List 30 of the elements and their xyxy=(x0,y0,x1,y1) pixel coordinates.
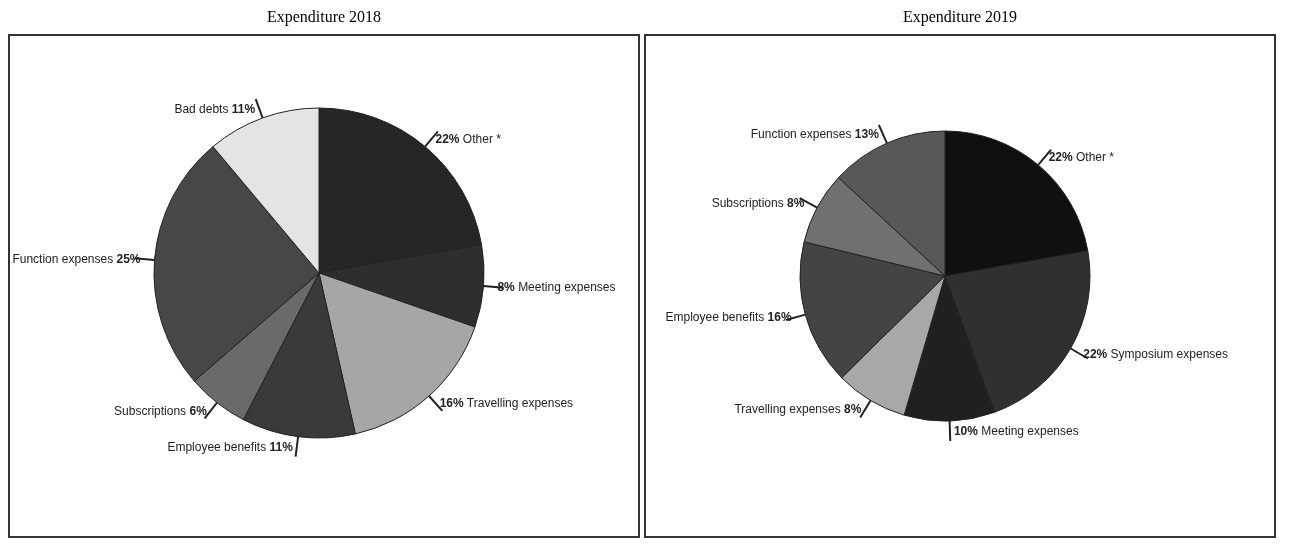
slice-label: Symposium expenses xyxy=(1110,346,1228,361)
data-label: 8% xyxy=(787,195,805,210)
data-label: 25% xyxy=(116,252,141,267)
slice-label: Function expenses xyxy=(750,127,852,141)
slice-label: Other * xyxy=(462,131,502,146)
data-label: 22% xyxy=(435,131,460,146)
chart-title: Expenditure 2018 xyxy=(265,8,383,28)
slice-label: Employee benefits xyxy=(167,439,267,454)
chart-title: Expenditure 2019 xyxy=(901,8,1019,28)
data-label: 13% xyxy=(854,127,880,141)
data-label: 8% xyxy=(497,279,516,294)
data-label: 16% xyxy=(767,310,792,325)
slice-label: Employee benefits xyxy=(665,310,765,325)
slice-label: Subscriptions xyxy=(711,195,784,210)
slice-label: Travelling expenses xyxy=(466,396,574,411)
slice-label: Function expenses xyxy=(12,252,114,267)
slice-label: Travelling expenses xyxy=(734,401,841,416)
slice-label: Subscriptions xyxy=(114,403,187,418)
data-label: 11% xyxy=(231,101,256,116)
data-label: 8% xyxy=(844,401,862,416)
slice-label: Meeting expenses xyxy=(518,279,616,294)
data-label: 22% xyxy=(1083,346,1108,361)
data-label: 16% xyxy=(439,396,465,411)
data-label: 10% xyxy=(953,423,979,438)
slice-label: Meeting expenses xyxy=(981,423,1079,438)
data-label: 22% xyxy=(1048,150,1073,165)
data-label: 6% xyxy=(189,403,208,418)
slice-label: Other * xyxy=(1076,150,1115,165)
data-label: 11% xyxy=(269,439,294,454)
slice-label: Bad debts xyxy=(174,101,229,116)
